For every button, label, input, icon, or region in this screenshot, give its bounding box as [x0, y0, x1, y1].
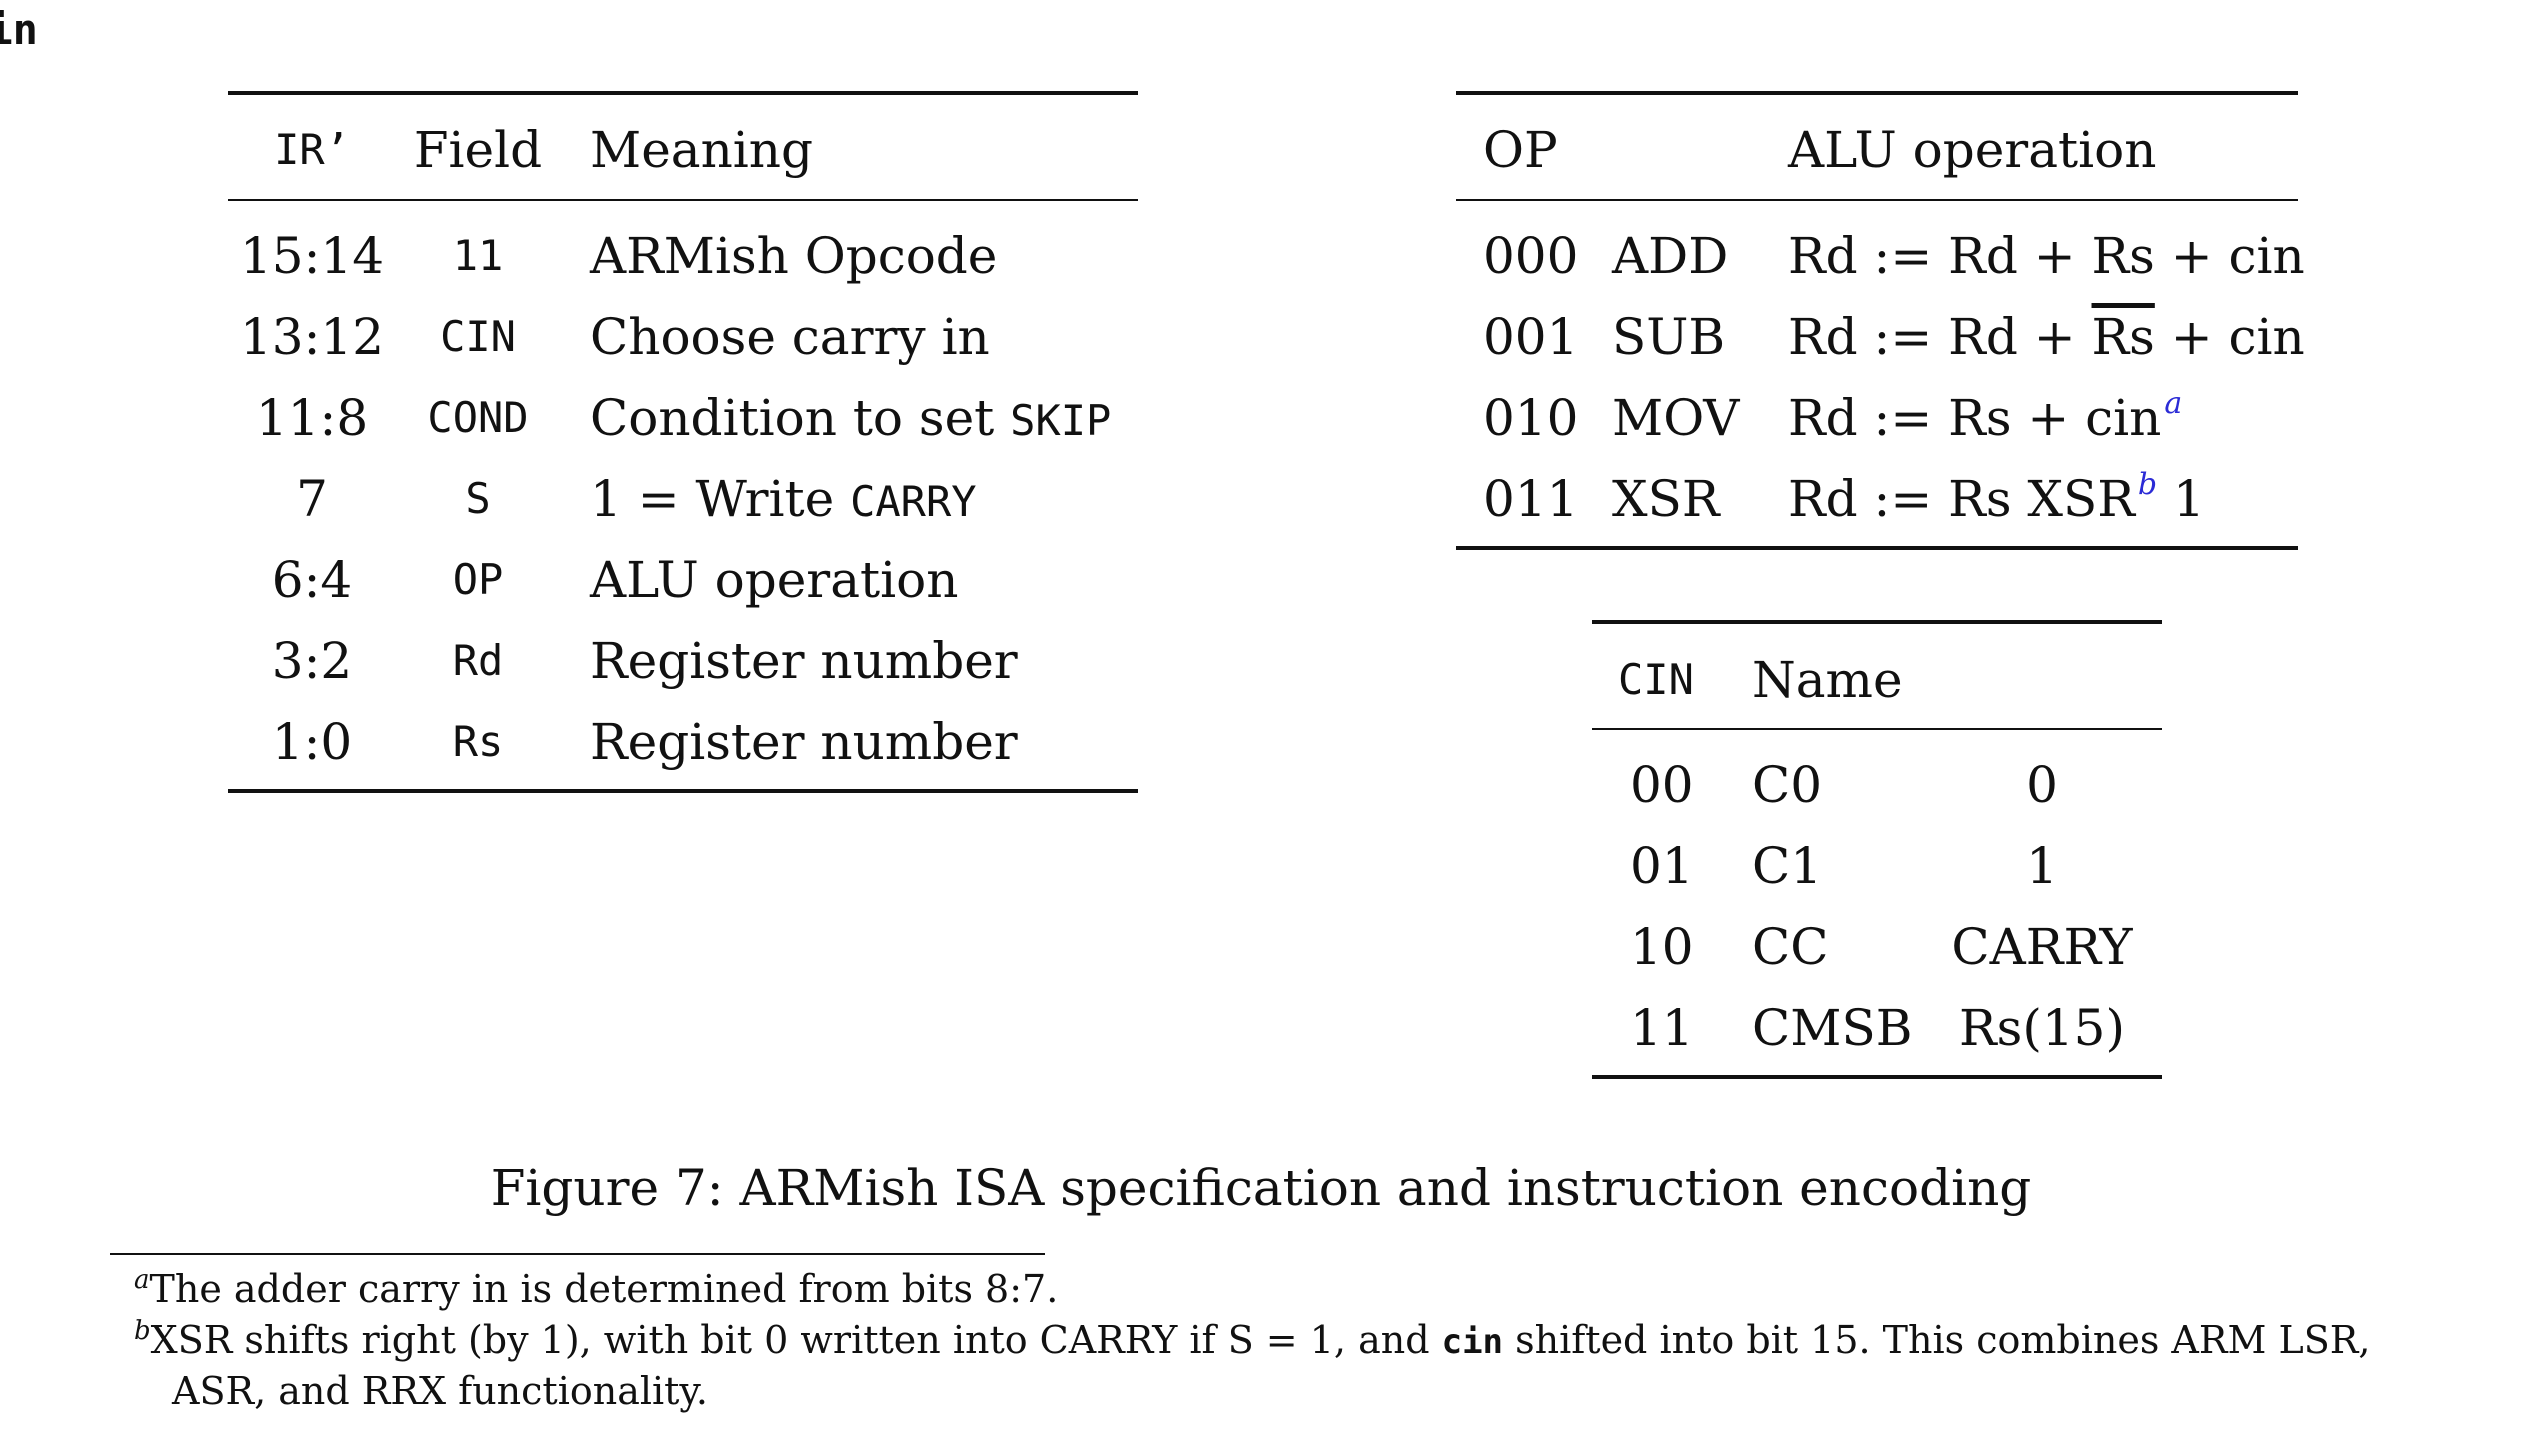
encoding-row-meaning: Choose carry in	[590, 308, 990, 366]
cin-table-top-rule	[1592, 620, 2162, 624]
footnote-mark-a: a	[134, 1265, 150, 1295]
meaning-text: 1 = Write	[590, 470, 851, 528]
encoding-header-field: Field	[413, 121, 543, 179]
encoding-row-bits: 1:0	[271, 713, 353, 771]
cin-row-value: CARRY	[1951, 918, 2133, 976]
cin-row-value: 1	[2026, 837, 2058, 895]
encoding-row-field: CIN	[440, 312, 516, 361]
op-text: Rd := Rs + cin	[1788, 389, 2162, 447]
op-row-code: 011	[1483, 470, 1579, 528]
op-table-top-rule	[1456, 91, 2298, 95]
footnote-mark-b: b	[134, 1316, 151, 1346]
cin-row-name: C0	[1752, 756, 1823, 814]
op-row-code: 001	[1483, 308, 1579, 366]
footnote-code: cin	[1441, 1322, 1504, 1362]
cin-row-code: 11	[1630, 999, 1694, 1057]
op-text: 1	[2157, 470, 2205, 528]
encoding-row-meaning: Condition to set SKIP	[590, 388, 1111, 451]
op-row-operation: Rd := Rd + Rs + cin	[1788, 227, 2305, 285]
encoding-row-bits: 15:14	[239, 227, 385, 285]
encoding-row-field: Rd	[452, 636, 504, 685]
meaning-code: CARRY	[850, 477, 977, 526]
cin-row-code: 00	[1630, 756, 1694, 814]
encoding-row-meaning: 1 = Write CARRY	[590, 469, 977, 532]
footnote-text: The adder carry in is determined from bi…	[149, 1267, 1059, 1311]
op-row-operation: Rd := Rs XSR b 1	[1788, 467, 2205, 537]
footnote-text: XSR shifts right (by 1), with bit 0 writ…	[150, 1318, 1442, 1362]
cin-row-name: C1	[1752, 837, 1823, 895]
encoding-table-mid-rule	[228, 199, 1138, 201]
footnote-rule	[110, 1253, 1045, 1255]
encoding-row-field: 11	[452, 231, 504, 280]
encoding-row-field: Rs	[452, 717, 504, 766]
encoding-row-meaning: ALU operation	[590, 551, 959, 609]
encoding-row-field: OP	[452, 555, 504, 604]
cin-row-name: CC	[1752, 918, 1829, 976]
meaning-code: SKIP	[1010, 396, 1112, 445]
encoding-row-bits: 11:8	[255, 389, 369, 447]
op-row-operation: Rd := Rd + Rs + cin	[1788, 307, 2305, 367]
cin-header-code: CIN	[1618, 655, 1694, 704]
encoding-header-meaning: Meaning	[590, 121, 813, 179]
encoding-table-top-rule	[228, 91, 1138, 95]
encoding-row-meaning: Register number	[590, 713, 1018, 771]
encoding-row-bits: 6:4	[271, 551, 353, 609]
encoding-header-bits: IR’	[274, 125, 350, 174]
encoding-row-meaning: Register number	[590, 632, 1018, 690]
op-text: Rd := Rd +	[1788, 308, 2092, 366]
encoding-row-bits: 7	[296, 470, 328, 528]
encoding-row-bits: 3:2	[271, 632, 353, 690]
op-table-mid-rule	[1456, 199, 2298, 201]
op-row-name: MOV	[1612, 389, 1740, 447]
encoding-row-meaning: ARMish Opcode	[590, 227, 998, 285]
op-text: + cin	[2154, 308, 2305, 366]
encoding-row-field: COND	[427, 393, 529, 442]
op-row-code: 000	[1483, 227, 1579, 285]
encoding-row-bits: 13:12	[239, 308, 385, 366]
op-header-operation: ALU operation	[1788, 121, 2157, 179]
op-row-name: ADD	[1612, 227, 1729, 285]
footnote-ref-a[interactable]: a	[2164, 386, 2183, 421]
encoding-row-field: S	[465, 474, 491, 523]
footnote-ref-b[interactable]: b	[2137, 467, 2158, 502]
footnote-b: bXSR shifts right (by 1), with bit 0 wri…	[134, 1316, 2370, 1369]
encoding-table-bottom-rule	[228, 789, 1138, 793]
cin-header-name: Name	[1752, 651, 1903, 709]
cin-table-bottom-rule	[1592, 1075, 2162, 1079]
cin-row-code: 01	[1630, 837, 1694, 895]
cin-header-value: cin	[0, 5, 38, 54]
op-row-code: 010	[1483, 389, 1579, 447]
cin-row-value: 0	[2026, 756, 2058, 814]
op-table-bottom-rule	[1456, 546, 2298, 550]
op-text: Rd := Rs XSR	[1788, 470, 2135, 528]
cin-row-value: Rs(15)	[1959, 999, 2125, 1057]
cin-table-mid-rule	[1592, 728, 2162, 730]
footnote-b-continuation: ASR, and RRX functionality.	[172, 1369, 708, 1413]
footnote-a: aThe adder carry in is determined from b…	[134, 1265, 1058, 1318]
meaning-text: Condition to set	[590, 389, 1011, 447]
op-header-code: OP	[1483, 121, 1558, 179]
cin-row-code: 10	[1630, 918, 1694, 976]
cin-row-name: CMSB	[1752, 999, 1913, 1057]
figure-caption: Figure 7: ARMish ISA specification and i…	[490, 1159, 2032, 1217]
op-row-name: XSR	[1612, 470, 1720, 528]
op-row-name: SUB	[1612, 308, 1726, 366]
op-row-operation: Rd := Rs + cin a	[1788, 386, 2183, 456]
footnote-text: shifted into bit 15. This combines ARM L…	[1503, 1318, 2371, 1362]
op-overline-operand: Rs	[2091, 308, 2155, 366]
